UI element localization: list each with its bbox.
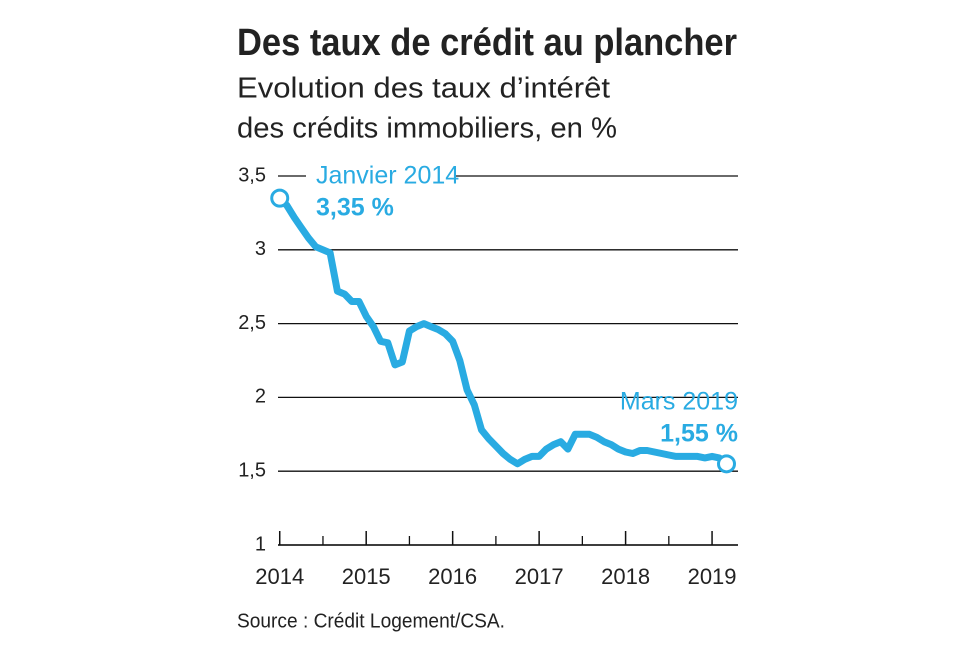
y-tick-label: 2 [255, 386, 266, 408]
x-tick-label: 2014 [255, 564, 304, 589]
source: Source : Crédit Logement/CSA. [237, 610, 505, 632]
chart-subtitle: Evolution des taux d’intérêt [237, 73, 610, 105]
x-tick-label: 2018 [601, 564, 650, 589]
annotation: Janvier 2014 [316, 162, 459, 190]
y-tick-label: 1 [255, 533, 266, 555]
end-marker [270, 188, 290, 208]
y-tick-label: 3,5 [238, 164, 266, 186]
x-tick-label: 2016 [428, 564, 477, 589]
chart-title: Des taux de crédit au plancher [237, 22, 737, 64]
x-tick-label: 2017 [515, 564, 564, 589]
label-bg [306, 162, 456, 192]
value-label: 3,35 % [316, 194, 394, 222]
chart-subtitle: des crédits immobiliers, en % [237, 113, 617, 145]
end-marker [717, 454, 736, 474]
annotation: Mars 2019 [620, 388, 738, 416]
y-tick-label: 1,5 [238, 459, 266, 481]
value-label: 1,55 % [660, 420, 738, 448]
data-line [276, 194, 730, 468]
x-tick-label: 2019 [688, 564, 737, 589]
y-tick-label: 3 [255, 238, 266, 260]
y-tick-label: 2,5 [238, 312, 266, 334]
x-tick-label: 2015 [342, 564, 391, 589]
